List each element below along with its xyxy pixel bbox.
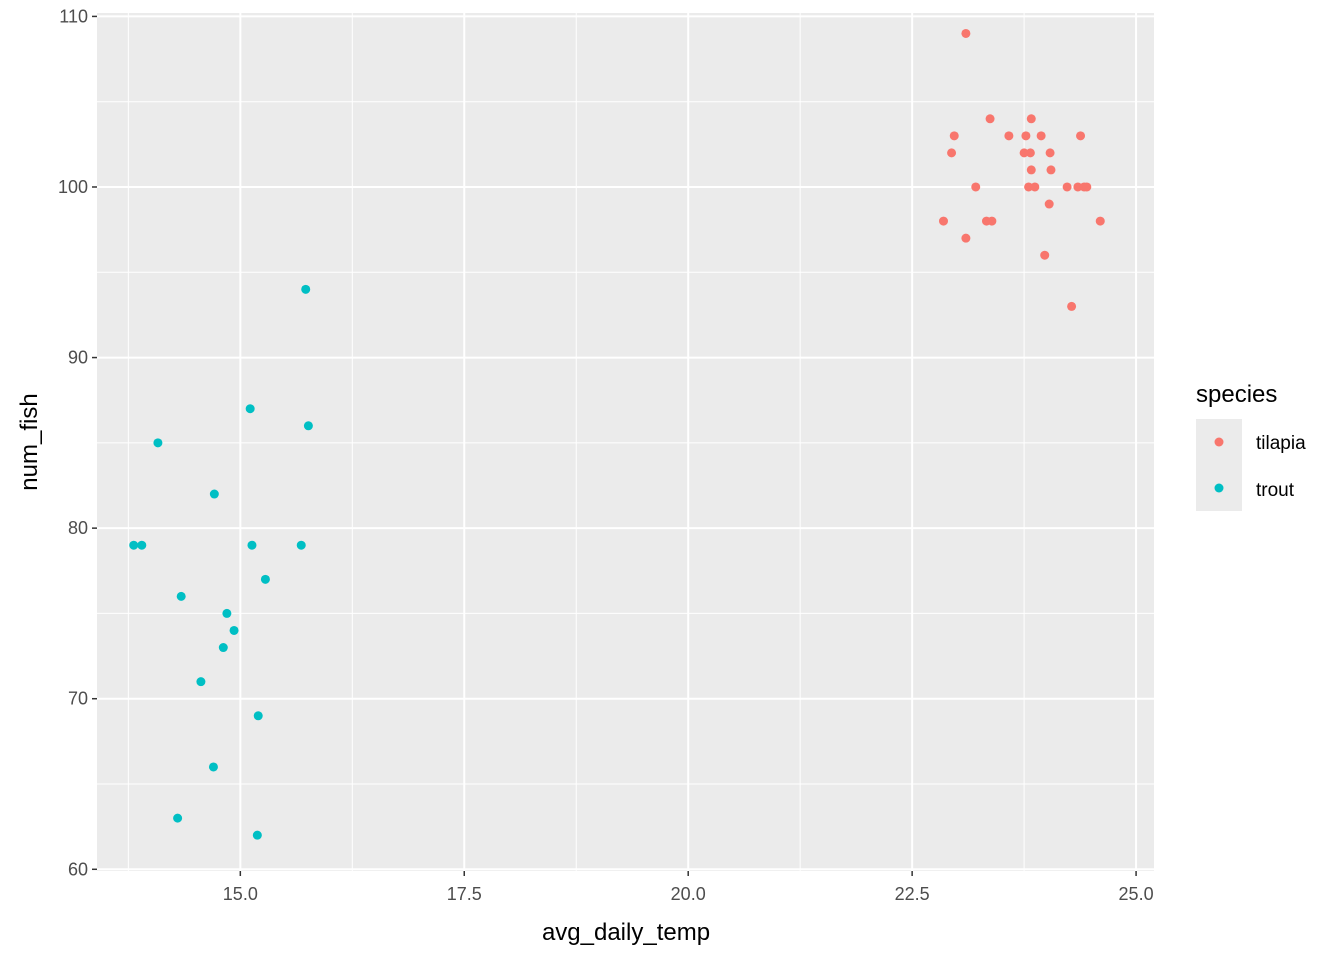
x-tick-label: 25.0: [1119, 884, 1154, 904]
data-point-tilapia: [961, 233, 971, 243]
data-point-tilapia: [1025, 148, 1035, 158]
data-point-trout: [245, 404, 255, 414]
y-tick-label: 80: [68, 518, 88, 538]
data-point-trout: [218, 643, 228, 653]
data-point-tilapia: [1073, 182, 1083, 192]
y-tick-label: 70: [68, 689, 88, 709]
data-points: [129, 28, 1105, 840]
legend-label-trout: trout: [1256, 480, 1295, 501]
data-point-trout: [229, 625, 239, 635]
data-point-trout: [176, 591, 186, 601]
data-point-tilapia: [1004, 131, 1014, 141]
data-point-tilapia: [1040, 250, 1050, 260]
data-point-tilapia: [985, 114, 995, 124]
data-point-trout: [208, 762, 218, 772]
legend-label-tilapia: tilapia: [1256, 433, 1306, 454]
x-tick-label: 20.0: [671, 884, 706, 904]
data-point-tilapia: [1045, 148, 1055, 158]
data-point-trout: [196, 677, 206, 687]
data-point-tilapia: [1067, 301, 1077, 311]
data-point-tilapia: [1082, 182, 1092, 192]
data-point-tilapia: [1095, 216, 1105, 226]
data-point-tilapia: [1044, 199, 1054, 209]
legend-key-trout: [1214, 483, 1224, 493]
data-point-tilapia: [961, 28, 971, 38]
data-point-tilapia: [949, 131, 959, 141]
x-tick-label: 15.0: [223, 884, 258, 904]
y-tick-label: 110: [59, 6, 88, 26]
data-point-tilapia: [1076, 131, 1086, 141]
data-point-trout: [253, 711, 263, 721]
data-point-tilapia: [1024, 182, 1034, 192]
data-point-trout: [303, 421, 313, 431]
y-axis-title: num_fish: [16, 393, 43, 490]
x-axis-ticks: 15.0 17.5 20.0 22.5 25.0: [223, 871, 1154, 904]
data-point-tilapia: [1021, 131, 1031, 141]
data-point-trout: [296, 540, 306, 550]
data-point-trout: [173, 813, 183, 823]
minor-grid: [97, 13, 1154, 871]
data-point-trout: [137, 540, 147, 550]
data-point-tilapia: [1062, 182, 1072, 192]
data-point-trout: [222, 608, 232, 618]
x-axis-title: avg_daily_temp: [542, 919, 710, 946]
plot-panel: [97, 13, 1154, 871]
y-tick-label: 60: [68, 859, 88, 879]
legend-key-tilapia: [1214, 437, 1224, 447]
data-point-tilapia: [1026, 114, 1036, 124]
data-point-tilapia: [987, 216, 997, 226]
data-point-tilapia: [1019, 148, 1029, 158]
data-point-trout: [209, 489, 219, 499]
legend-title: species: [1196, 381, 1277, 408]
data-point-trout: [247, 540, 257, 550]
data-point-trout: [252, 830, 262, 840]
data-point-tilapia: [1046, 165, 1056, 175]
data-point-trout: [260, 574, 270, 584]
y-tick-label: 100: [58, 177, 88, 197]
data-point-trout: [153, 438, 163, 448]
y-axis-ticks: 60 70 80 90 100 110: [58, 6, 97, 879]
data-point-tilapia: [971, 182, 981, 192]
data-point-tilapia: [1026, 165, 1036, 175]
x-tick-label: 17.5: [447, 884, 482, 904]
major-grid: [97, 13, 1154, 871]
data-point-tilapia: [1036, 131, 1046, 141]
data-point-trout: [129, 540, 139, 550]
data-point-tilapia: [938, 216, 948, 226]
x-tick-label: 22.5: [895, 884, 930, 904]
legend: species tilapia trout: [1196, 381, 1306, 511]
data-point-tilapia: [1030, 182, 1040, 192]
data-point-trout: [301, 284, 311, 294]
data-point-tilapia: [947, 148, 957, 158]
y-tick-label: 90: [68, 348, 88, 368]
